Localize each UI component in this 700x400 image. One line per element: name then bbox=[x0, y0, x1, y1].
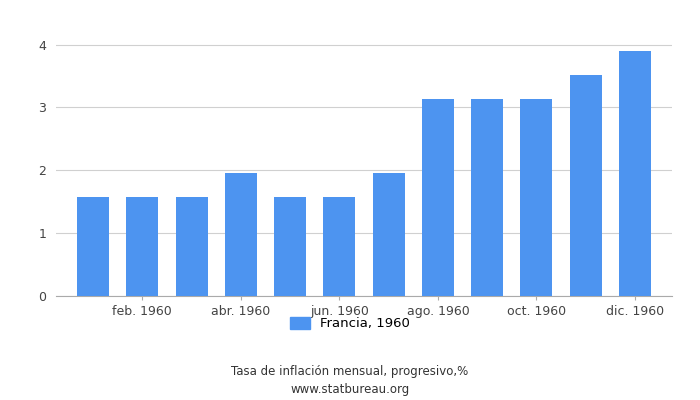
Bar bbox=[274, 197, 306, 296]
Bar bbox=[422, 99, 454, 296]
Bar bbox=[471, 99, 503, 296]
Bar bbox=[570, 75, 602, 296]
Bar bbox=[225, 173, 257, 296]
Bar bbox=[77, 197, 109, 296]
Bar bbox=[619, 51, 651, 296]
Legend: Francia, 1960: Francia, 1960 bbox=[285, 312, 415, 336]
Text: www.statbureau.org: www.statbureau.org bbox=[290, 384, 410, 396]
Bar bbox=[323, 197, 356, 296]
Text: Tasa de inflación mensual, progresivo,%: Tasa de inflación mensual, progresivo,% bbox=[232, 365, 468, 378]
Bar bbox=[521, 99, 552, 296]
Bar bbox=[176, 197, 207, 296]
Bar bbox=[126, 197, 158, 296]
Bar bbox=[372, 173, 405, 296]
